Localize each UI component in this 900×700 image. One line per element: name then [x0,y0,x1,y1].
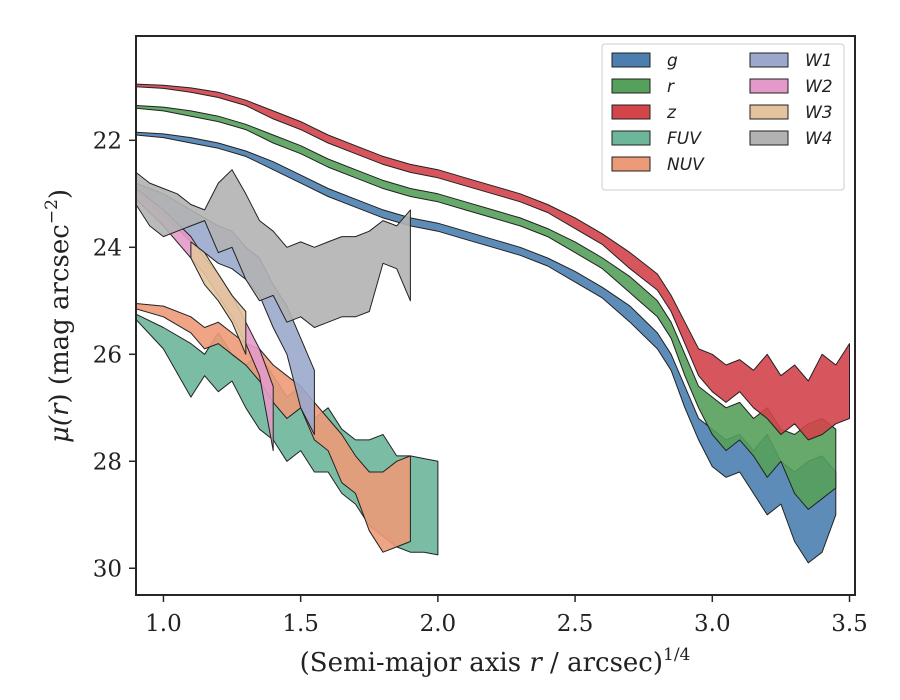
legend-swatch-g [611,52,651,68]
x-tick-label: 1.5 [282,611,319,637]
x-tick-label: 3.5 [831,611,868,637]
legend: grz FUV NUV W1 W2 W3 W4 [601,43,845,191]
legend-swatch-nuv [611,156,651,172]
legend-swatch-w2 [749,78,789,94]
band-w3 [190,241,247,355]
band-areas [136,83,850,564]
band-w4 [136,169,411,328]
legend-label-w3: W3 [805,103,833,123]
y-axis-ticks: 22 24 26 28 30 [93,128,136,582]
y-tick-label: 30 [93,556,122,582]
band-z [136,83,850,441]
x-axis-label: (Semi-major axis r / arcsec)1/4 [300,645,691,678]
legend-label-nuv: NUV [667,155,705,175]
legend-label-r: r [667,77,675,97]
legend-label-w1: W1 [805,51,833,71]
band-r [136,105,837,510]
y-tick-label: 22 [93,128,122,154]
x-tick-label: 2.5 [557,611,594,637]
x-tick-label: 1.0 [145,611,182,637]
legend-label-g: g [667,51,678,71]
legend-swatch-w3 [749,104,789,120]
y-tick-label: 24 [93,235,122,261]
x-tick-label: 2.0 [420,611,457,637]
legend-swatch-fuv [611,130,651,146]
y-tick-label: 28 [93,449,122,475]
legend-swatch-z [611,104,651,120]
x-tick-label: 3.0 [694,611,731,637]
plot-frame [135,35,856,596]
legend-label-w2: W2 [805,77,833,97]
legend-swatch-r [611,78,651,94]
x-axis-ticks: 1.0 1.5 2.0 2.5 3.0 3.5 [145,595,868,637]
y-axis-label: μ(r) (mag arcsec−2) [42,189,75,443]
y-tick-label: 26 [93,342,122,368]
legend-swatch-w4 [749,130,789,146]
legend-label-w4: W4 [805,129,833,149]
legend-label-fuv: FUV [667,129,702,149]
legend-swatch-w1 [749,52,789,68]
axes-box [135,35,856,596]
legend-label-z: z [666,103,677,123]
